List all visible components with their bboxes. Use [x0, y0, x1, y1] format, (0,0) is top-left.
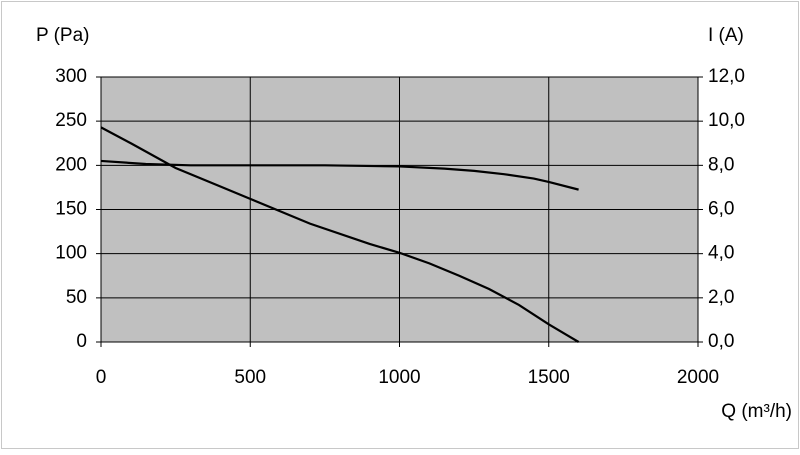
y2-tick-label: 4,0 — [708, 243, 734, 264]
x-tick-label: 1500 — [528, 367, 570, 388]
y-tick-label: 300 — [55, 66, 87, 87]
y2-tick-label: 2,0 — [708, 287, 734, 308]
y-tick-label: 250 — [55, 110, 87, 131]
y2-tick-label: 0,0 — [708, 331, 734, 352]
y-tick-label: 100 — [55, 243, 87, 264]
y2-tick-label: 8,0 — [708, 154, 734, 175]
line — [100, 159, 579, 191]
y2-tick-label: 10,0 — [708, 110, 745, 131]
y2-tick-label: 6,0 — [708, 199, 734, 220]
y-tick-label: 150 — [55, 199, 87, 220]
y-tick-label: 200 — [55, 154, 87, 175]
x-tick-label: 1000 — [378, 367, 420, 388]
x-tick-label: 2000 — [677, 367, 719, 388]
line — [100, 126, 580, 343]
x-axis-title: Q (m³/h) — [721, 401, 792, 422]
x-tick-label: 500 — [234, 367, 266, 388]
y2-tick-label: 12,0 — [708, 66, 745, 87]
y2-axis-title: I (A) — [708, 25, 744, 46]
y-tick-label: 0 — [76, 331, 87, 352]
x-tick-label: 0 — [96, 367, 107, 388]
y-tick-label: 50 — [66, 287, 87, 308]
y-axis-title: P (Pa) — [36, 25, 90, 46]
